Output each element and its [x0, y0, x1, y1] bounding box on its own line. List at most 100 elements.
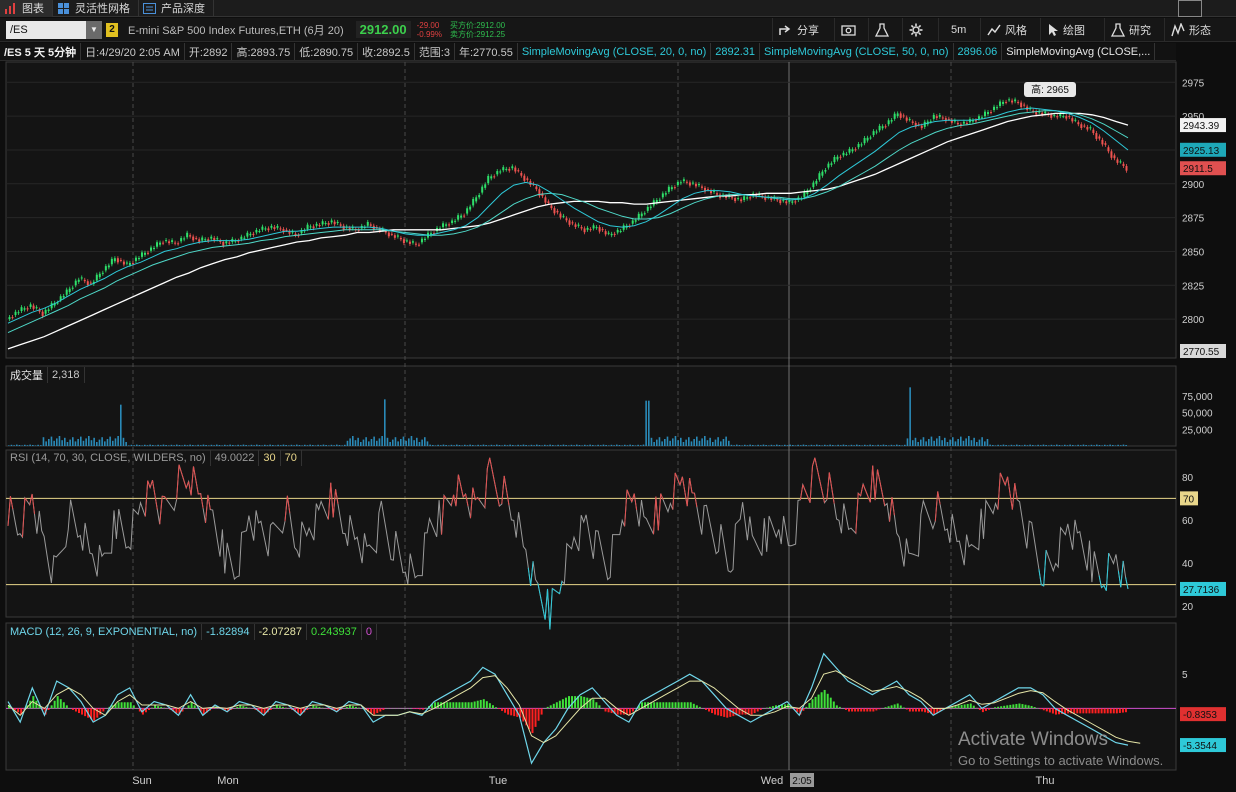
macd-histogram-bar: [543, 708, 546, 709]
macd-histogram-bar: [59, 699, 62, 709]
candle-body: [514, 167, 517, 172]
candle-body: [285, 229, 288, 231]
volume-bar: [50, 436, 53, 446]
volume-bar: [261, 445, 263, 446]
macd-histogram-bar: [446, 702, 449, 709]
macd-histogram-bar: [662, 702, 665, 709]
macd-label[interactable]: MACD (12, 26, 9, EXPONENTIAL, no): [6, 624, 203, 640]
volume-bar: [658, 437, 661, 446]
candle-body: [297, 235, 300, 237]
candle-body: [667, 186, 670, 192]
rsi-overbought-segment: [681, 476, 686, 492]
studies-button[interactable]: 研究: [1104, 18, 1157, 42]
rsi-overbought-segment: [816, 468, 821, 481]
candle-body: [580, 227, 583, 229]
macd-histogram-bar: [415, 708, 418, 710]
drawings-button[interactable]: 绘图: [1040, 18, 1091, 42]
volume-bar: [397, 441, 399, 446]
volume-bar: [1090, 444, 1093, 446]
rsi-overbought-segment: [185, 481, 190, 489]
candle-body: [180, 238, 183, 242]
flask-button[interactable]: [868, 18, 899, 42]
candle-body: [941, 117, 944, 119]
macd-histogram-bar: [370, 708, 373, 714]
grid-icon: [58, 2, 69, 14]
volume-bar: [738, 445, 741, 446]
candle-body: [547, 201, 550, 204]
macd-histogram-bar: [583, 696, 586, 709]
candle-body: [408, 241, 411, 244]
macd-histogram-bar: [869, 708, 872, 712]
candle-body: [478, 195, 481, 198]
style-button[interactable]: 风格: [980, 18, 1033, 42]
candle-body: [249, 233, 252, 236]
volume-bar: [624, 444, 626, 446]
volume-bar: [272, 445, 274, 446]
settings-button[interactable]: [902, 18, 933, 42]
link-group-badge[interactable]: 2: [106, 22, 118, 37]
volume-bar: [208, 445, 210, 446]
sma50-label[interactable]: SimpleMovingAvg (CLOSE, 50, 0, no): [760, 43, 954, 60]
patterns-button[interactable]: 形态: [1164, 18, 1217, 42]
rsi-oversold-segment: [1120, 560, 1124, 588]
volume-bar: [122, 437, 125, 446]
macd-histogram-bar: [397, 708, 400, 709]
candle-body: [1014, 99, 1017, 102]
macd-histogram-bar: [534, 708, 537, 727]
chevron-down-icon[interactable]: ▼: [86, 20, 102, 39]
share-button[interactable]: 分享: [772, 18, 825, 42]
rsi-label[interactable]: RSI (14, 70, 30, CLOSE, WILDERS, no): [6, 450, 211, 466]
volume-bar: [218, 445, 221, 446]
volume-bar: [688, 437, 690, 446]
volume-bar: [893, 445, 895, 446]
tab-chart[interactable]: 图表: [0, 0, 53, 17]
snapshot-button[interactable]: [834, 18, 867, 42]
macd-histogram-bar: [747, 708, 750, 715]
candle-body: [159, 242, 162, 245]
volume-bar: [885, 445, 887, 446]
macd-histogram-bar: [647, 702, 650, 709]
tab-product-depth[interactable]: 产品深度: [139, 0, 214, 17]
tab-flexible-grid[interactable]: 灵活性网格: [53, 0, 139, 17]
macd-histogram-bar: [1000, 706, 1003, 709]
macd-histogram-bar: [601, 708, 604, 709]
macd-histogram-bar: [281, 706, 284, 709]
macd-histogram-bar: [984, 708, 987, 711]
macd-histogram-bar: [759, 708, 762, 710]
volume-bar: [938, 436, 941, 446]
macd-histogram-bar: [951, 706, 954, 709]
candle-body: [65, 289, 68, 295]
macd-histogram-bar: [571, 696, 574, 709]
rsi-overbought-segment: [491, 469, 496, 483]
volume-bar: [114, 438, 117, 446]
macd-histogram-bar: [771, 706, 774, 709]
macd-histogram-bar: [854, 708, 857, 712]
volume-bar: [125, 442, 127, 446]
candle-body: [198, 239, 201, 242]
volume-bar: [941, 440, 943, 446]
candle-body: [466, 208, 469, 214]
candle-body: [809, 189, 812, 191]
candle-body: [95, 274, 98, 281]
camera-icon: [841, 25, 856, 36]
volume-bar: [176, 444, 178, 446]
candle-body: [35, 307, 38, 309]
macd-histogram-bar: [233, 708, 236, 709]
rsi-upper-tag-box: [1180, 491, 1198, 506]
sma200-label[interactable]: SimpleMovingAvg (CLOSE,...: [1002, 43, 1156, 60]
macd-histogram-bar: [406, 708, 409, 709]
macd-histogram-bar: [105, 708, 108, 709]
symbol-input[interactable]: /ES ▼: [6, 20, 102, 39]
volume-label[interactable]: 成交量: [6, 367, 48, 383]
macd-histogram-bar: [443, 702, 446, 709]
volume-bar: [514, 445, 517, 446]
timeframe-button[interactable]: 5m: [938, 18, 978, 42]
candle-body: [405, 240, 408, 242]
window-restore-box[interactable]: [1178, 0, 1202, 17]
chart-symbol-label[interactable]: /ES 5 天 5分钟: [0, 43, 82, 60]
sma20-label[interactable]: SimpleMovingAvg (CLOSE, 20, 0, no): [518, 43, 712, 60]
candle-body: [923, 121, 926, 127]
year-low: 年:2770.55: [455, 43, 518, 60]
volume-bar: [642, 444, 645, 446]
